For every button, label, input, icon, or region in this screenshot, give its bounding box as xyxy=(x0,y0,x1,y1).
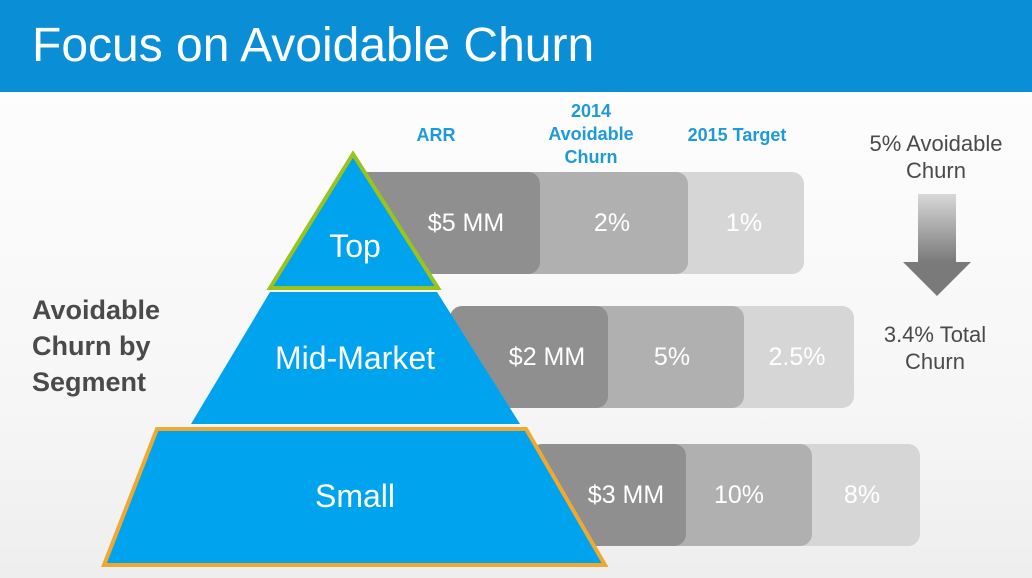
top-churn-2014-cell: 2% xyxy=(512,172,688,274)
tier-label-mid-market: Mid-Market xyxy=(274,340,435,376)
small-churn-2014-value: 10% xyxy=(713,480,765,509)
tier-label-small: Small xyxy=(314,478,395,514)
pyramid-tier-top xyxy=(266,150,442,290)
small-target-2015-value: 8% xyxy=(843,480,881,509)
top-churn-2014-value: 2% xyxy=(593,208,631,237)
small-arr-value: $3 MM xyxy=(587,480,665,509)
column-header-2014-avoidable-churn: 2014 Avoidable Churn xyxy=(548,101,634,167)
top-target-2015-value: 1% xyxy=(725,208,763,237)
top-arr-value: $5 MM xyxy=(427,208,505,237)
column-header-2015-target: 2015 Target xyxy=(687,125,787,145)
slide-title: Focus on Avoidable Churn xyxy=(32,19,595,72)
mid-market-arr-value: $2 MM xyxy=(508,342,586,371)
avoidable-churn-note: 5% Avoidable Churn xyxy=(869,131,1003,183)
column-header-arr: ARR xyxy=(416,125,456,145)
segment-axis-label: Avoidable Churn by Segment xyxy=(32,295,161,397)
mid-market-churn-2014-value: 5% xyxy=(653,342,691,371)
top-arr-cell: $5 MM xyxy=(356,172,540,274)
pyramid-tier-small xyxy=(101,427,609,567)
pyramid-tier-mid-market xyxy=(191,292,520,424)
mid-market-target-2015-value: 2.5% xyxy=(768,342,826,371)
down-arrow-icon xyxy=(903,194,971,296)
tier-label-top: Top xyxy=(329,228,381,264)
title-bar: Focus on Avoidable Churn xyxy=(0,0,1032,92)
total-churn-note: 3.4% Total Churn xyxy=(883,322,987,374)
